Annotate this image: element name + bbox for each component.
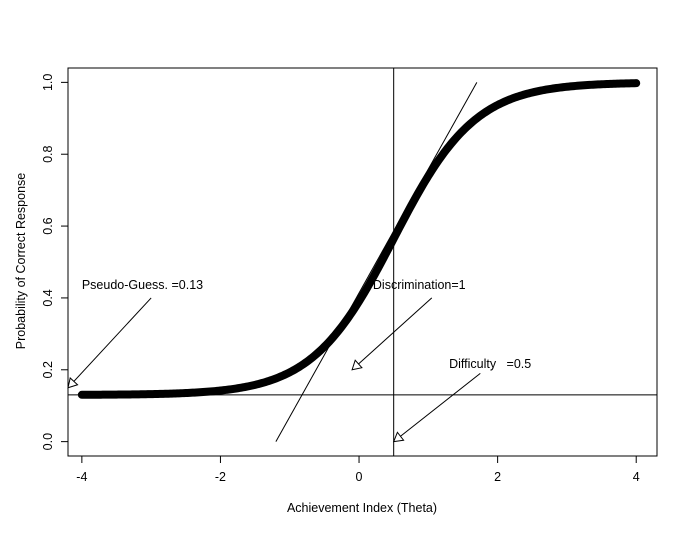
- x-tick-label: -2: [215, 470, 226, 484]
- annotation-pseudo-guess: Pseudo-Guess. =0.13: [82, 278, 203, 292]
- x-axis: -4 -2 0 2 4: [76, 455, 640, 484]
- y-axis: 0.0 0.2 0.4 0.6 0.8 1.0: [41, 74, 69, 450]
- x-tick-label: 4: [633, 470, 640, 484]
- tangent-line: [275, 82, 478, 442]
- annotation-arrow: [393, 372, 481, 443]
- annotation-discrimination: Discrimination=1: [373, 278, 466, 292]
- x-axis-label: Achievement Index (Theta): [287, 501, 437, 515]
- x-tick-label: 2: [494, 470, 501, 484]
- annotation-arrowhead: [351, 359, 363, 371]
- x-tick-label: -4: [76, 470, 87, 484]
- y-tick-label: 1.0: [41, 74, 55, 91]
- x-tick-label: 0: [356, 470, 363, 484]
- y-tick-label: 0.4: [41, 289, 55, 306]
- y-tick-label: 0.0: [41, 433, 55, 450]
- y-axis-label: Probability of Correct Response: [14, 173, 28, 350]
- annotation-arrow: [351, 297, 433, 371]
- annotation-difficulty: Difficulty =0.5: [449, 357, 531, 371]
- annotation-arrowhead: [67, 377, 79, 389]
- icc-curve: [77, 79, 641, 399]
- annotation-arrowhead: [392, 431, 405, 443]
- annotations: Pseudo-Guess. =0.13 Discrimination=1 Dif…: [67, 278, 531, 443]
- y-tick-label: 0.2: [41, 361, 55, 378]
- y-tick-label: 0.8: [41, 145, 55, 162]
- icc-curve-path: [77, 79, 641, 399]
- y-tick-label: 0.6: [41, 217, 55, 234]
- annotation-arrow: [67, 297, 152, 389]
